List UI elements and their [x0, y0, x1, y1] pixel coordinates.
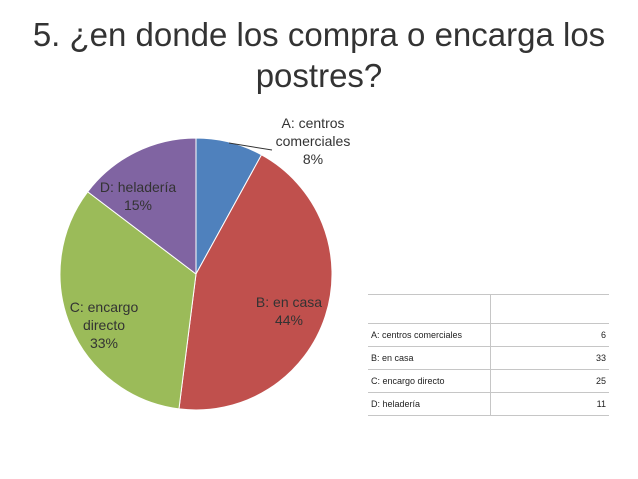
slice-label-encargo-directo: C: encargo directo 33% [70, 299, 139, 351]
slice-label-en-casa: B: en casa 44% [256, 294, 322, 328]
slice-label-line: C: encargo [70, 299, 139, 315]
slice-label-line: 15% [124, 197, 152, 213]
table-header-cell [368, 294, 491, 324]
table-cell-value: 11 [490, 392, 609, 416]
table-row: D: heladería 11 [368, 392, 609, 416]
table-cell-label: A: centros comerciales [368, 323, 491, 347]
slice-label-line: B: en casa [256, 294, 322, 310]
table-cell-label: B: en casa [368, 346, 491, 370]
table-row: C: encargo directo 25 [368, 369, 609, 393]
table-header-cell [490, 294, 609, 324]
slice-label-line: directo [83, 317, 125, 333]
page-title: 5. ¿en donde los compra o encarga los po… [32, 16, 606, 94]
table-cell-label: D: heladería [368, 392, 491, 416]
slice-label-line: 33% [90, 335, 118, 351]
slice-label-line: A: centros [281, 115, 344, 131]
slice-label-line: comerciales [276, 133, 351, 149]
pie-slice-heladeria [86, 137, 197, 276]
table-cell-label: C: encargo directo [368, 369, 491, 393]
table-header-row [368, 294, 609, 324]
slice-label-line: 44% [275, 312, 303, 328]
pie-slice-en-casa [178, 154, 333, 411]
table-cell-value: 6 [490, 323, 609, 347]
data-table: A: centros comerciales 6 B: en casa 33 C… [368, 294, 609, 416]
table-row: A: centros comerciales 6 [368, 323, 609, 347]
slice-label-heladeria: D: heladería 15% [100, 179, 176, 213]
table-row: B: en casa 33 [368, 346, 609, 370]
table-cell-value: 25 [490, 369, 609, 393]
table-cell-value: 33 [490, 346, 609, 370]
slice-label-centros-comerciales: A: centros comerciales 8% [276, 115, 351, 167]
slice-label-line: D: heladería [100, 179, 176, 195]
pie-slice-encargo-directo [59, 191, 197, 410]
leader-line-centros-comerciales [228, 142, 273, 151]
slice-label-line: 8% [303, 151, 323, 167]
